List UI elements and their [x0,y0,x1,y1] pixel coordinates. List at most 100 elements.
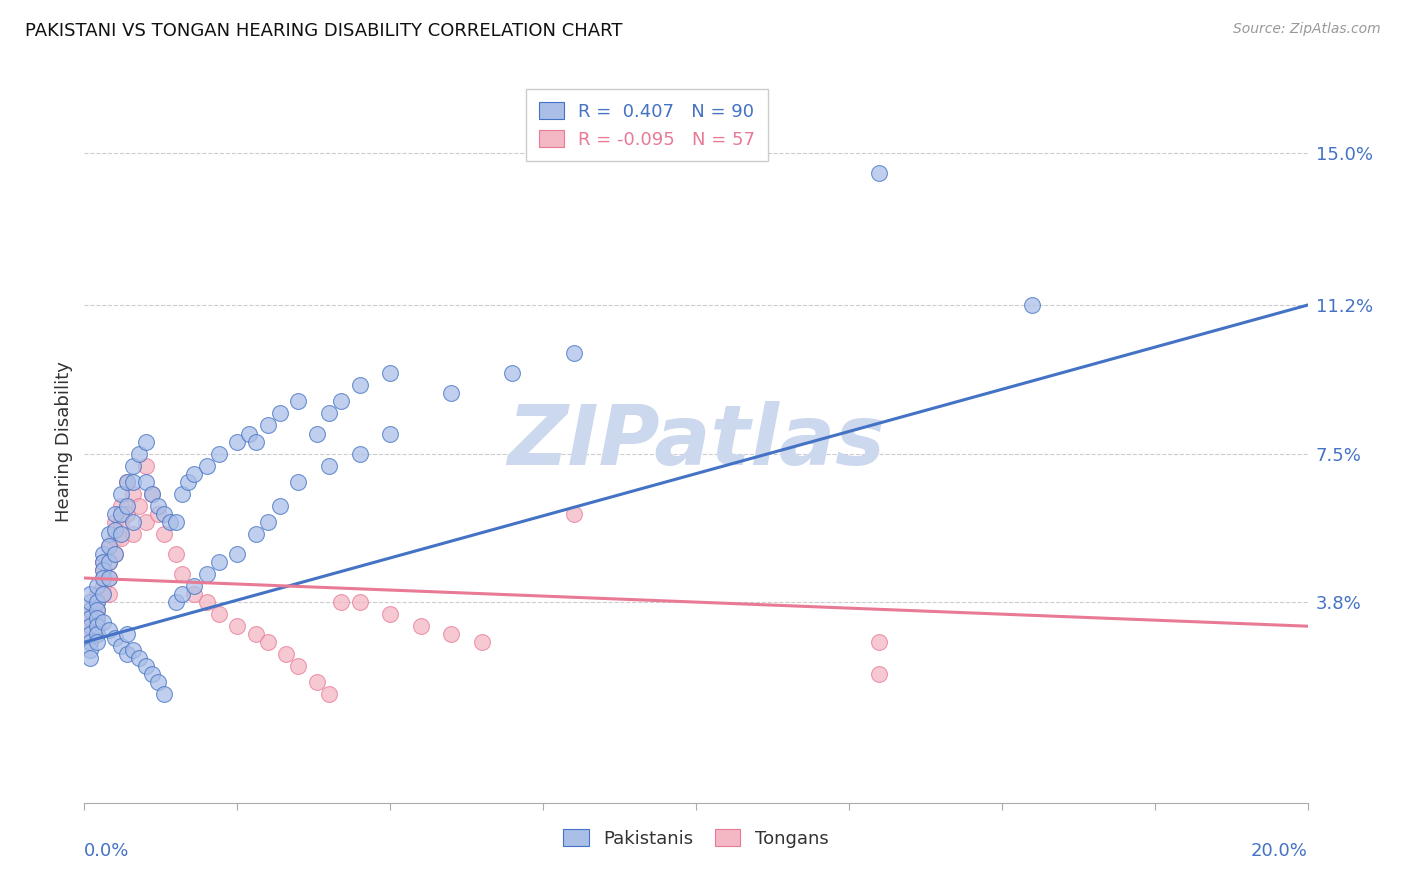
Point [91,555,114,569]
Point [104,547,127,561]
Point [226,619,249,633]
Point [91,547,114,561]
Point [91,571,114,585]
Text: Source: ZipAtlas.com: Source: ZipAtlas.com [1233,22,1381,37]
Point [257,515,280,529]
Point [91,555,114,569]
Point [159,515,181,529]
Point [135,515,157,529]
Point [86,603,108,617]
Point [110,487,132,501]
Point [172,487,194,501]
Point [562,507,585,521]
Point [115,507,138,521]
Point [91,563,114,577]
Point [380,426,402,441]
Point [183,579,205,593]
Point [409,619,432,633]
Point [502,366,524,380]
Point [128,499,150,513]
Y-axis label: Hearing Disability: Hearing Disability [55,361,73,522]
Point [122,515,145,529]
Text: ZIPatlas: ZIPatlas [508,401,884,482]
Point [349,378,371,392]
Point [226,547,249,561]
Point [79,619,101,633]
Point [115,648,138,662]
Point [110,507,132,521]
Point [97,539,120,553]
Point [257,418,280,433]
Point [86,635,108,649]
Point [79,595,101,609]
Point [177,475,200,489]
Point [146,675,169,690]
Point [122,475,145,489]
Point [269,407,291,421]
Point [287,394,309,409]
Point [153,687,176,701]
Text: 20.0%: 20.0% [1251,842,1308,860]
Point [97,623,120,637]
Point [869,635,891,649]
Point [91,563,114,577]
Point [287,659,309,673]
Point [245,434,267,449]
Point [115,475,138,489]
Text: 0.0%: 0.0% [84,842,129,860]
Point [269,499,291,513]
Point [79,643,101,657]
Point [104,632,127,646]
Point [165,547,187,561]
Point [86,619,108,633]
Point [135,659,157,673]
Point [79,587,101,601]
Point [115,475,138,489]
Point [440,386,463,401]
Point [86,595,108,609]
Point [86,611,108,625]
Point [135,475,157,489]
Point [276,648,298,662]
Point [110,499,132,513]
Point [141,487,163,501]
Point [257,635,280,649]
Point [91,587,114,601]
Point [97,587,120,601]
Point [122,458,145,473]
Point [471,635,494,649]
Point [349,595,371,609]
Point [165,595,187,609]
Point [79,611,101,625]
Point [869,667,891,681]
Point [146,507,169,521]
Point [110,531,132,545]
Point [128,447,150,461]
Point [110,639,132,653]
Point [238,426,260,441]
Point [183,587,205,601]
Point [165,515,187,529]
Point [91,579,114,593]
Point [153,507,176,521]
Point [79,635,101,649]
Point [208,447,231,461]
Point [245,526,267,541]
Point [146,499,169,513]
Point [104,507,127,521]
Point [79,627,101,641]
Point [86,627,108,641]
Point [141,667,163,681]
Point [135,458,157,473]
Point [97,571,120,585]
Point [86,587,108,601]
Point [135,434,157,449]
Point [172,567,194,582]
Point [869,166,891,180]
Point [153,526,176,541]
Point [110,526,132,541]
Point [208,555,231,569]
Point [91,615,114,630]
Point [195,567,218,582]
Legend: Pakistanis, Tongans: Pakistanis, Tongans [557,822,835,855]
